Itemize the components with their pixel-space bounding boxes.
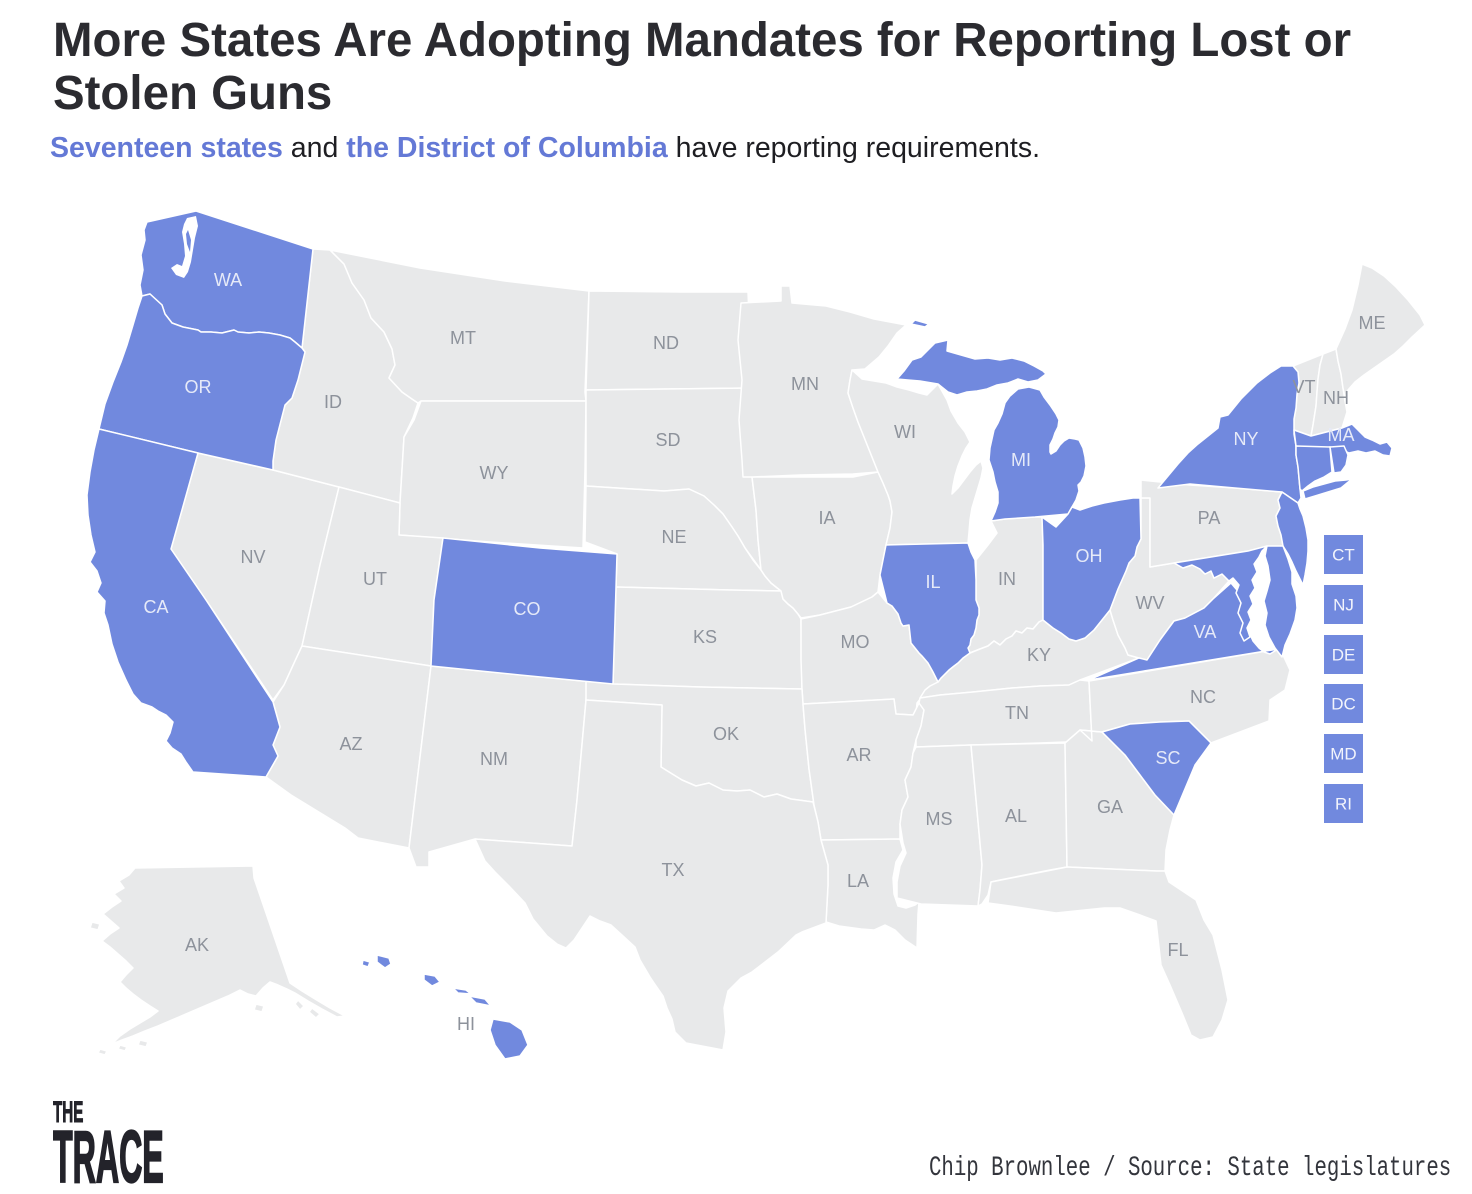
svg-text:IN: IN bbox=[998, 569, 1016, 589]
svg-text:GA: GA bbox=[1097, 797, 1123, 817]
svg-text:RI: RI bbox=[1335, 795, 1352, 814]
svg-text:WY: WY bbox=[480, 463, 509, 483]
svg-text:UT: UT bbox=[363, 569, 387, 589]
svg-text:VA: VA bbox=[1194, 622, 1217, 642]
svg-text:NH: NH bbox=[1323, 388, 1349, 408]
svg-text:WA: WA bbox=[214, 270, 242, 290]
svg-text:ND: ND bbox=[653, 333, 679, 353]
svg-text:AZ: AZ bbox=[339, 734, 362, 754]
svg-text:SD: SD bbox=[655, 430, 680, 450]
svg-text:TN: TN bbox=[1005, 703, 1029, 723]
svg-text:NJ: NJ bbox=[1333, 596, 1354, 615]
svg-text:SC: SC bbox=[1155, 748, 1180, 768]
svg-text:WI: WI bbox=[894, 422, 916, 442]
svg-text:NC: NC bbox=[1190, 687, 1216, 707]
svg-text:THE: THE bbox=[53, 1096, 83, 1129]
svg-text:NM: NM bbox=[480, 749, 508, 769]
svg-text:AK: AK bbox=[185, 935, 209, 955]
svg-text:DC: DC bbox=[1331, 695, 1356, 714]
svg-text:OH: OH bbox=[1076, 546, 1103, 566]
svg-text:NE: NE bbox=[661, 527, 686, 547]
svg-text:IL: IL bbox=[925, 572, 940, 592]
svg-text:FL: FL bbox=[1167, 940, 1188, 960]
svg-text:AR: AR bbox=[846, 745, 871, 765]
svg-text:VT: VT bbox=[1292, 377, 1315, 397]
svg-text:LA: LA bbox=[847, 871, 869, 891]
svg-text:ID: ID bbox=[324, 392, 342, 412]
svg-text:MS: MS bbox=[926, 809, 953, 829]
svg-text:KY: KY bbox=[1027, 645, 1051, 665]
svg-text:CA: CA bbox=[143, 597, 168, 617]
svg-text:NY: NY bbox=[1233, 429, 1258, 449]
svg-text:HI: HI bbox=[457, 1014, 475, 1034]
svg-text:MD: MD bbox=[1330, 745, 1356, 764]
svg-text:TX: TX bbox=[661, 860, 684, 880]
svg-text:KS: KS bbox=[693, 627, 717, 647]
svg-text:ME: ME bbox=[1359, 313, 1386, 333]
svg-text:NV: NV bbox=[240, 547, 265, 567]
svg-text:CT: CT bbox=[1332, 546, 1355, 565]
svg-text:MT: MT bbox=[450, 328, 476, 348]
svg-text:MI: MI bbox=[1011, 450, 1031, 470]
svg-text:WV: WV bbox=[1136, 593, 1165, 613]
svg-text:CO: CO bbox=[514, 599, 541, 619]
svg-text:MN: MN bbox=[791, 374, 819, 394]
svg-text:MA: MA bbox=[1328, 425, 1355, 445]
svg-text:OK: OK bbox=[713, 724, 739, 744]
svg-text:TRACE: TRACE bbox=[53, 1117, 164, 1194]
svg-text:DE: DE bbox=[1332, 646, 1356, 665]
svg-text:AL: AL bbox=[1005, 806, 1027, 826]
svg-text:IA: IA bbox=[818, 508, 835, 528]
svg-text:MO: MO bbox=[841, 632, 870, 652]
svg-text:PA: PA bbox=[1198, 508, 1221, 528]
svg-text:OR: OR bbox=[185, 377, 212, 397]
